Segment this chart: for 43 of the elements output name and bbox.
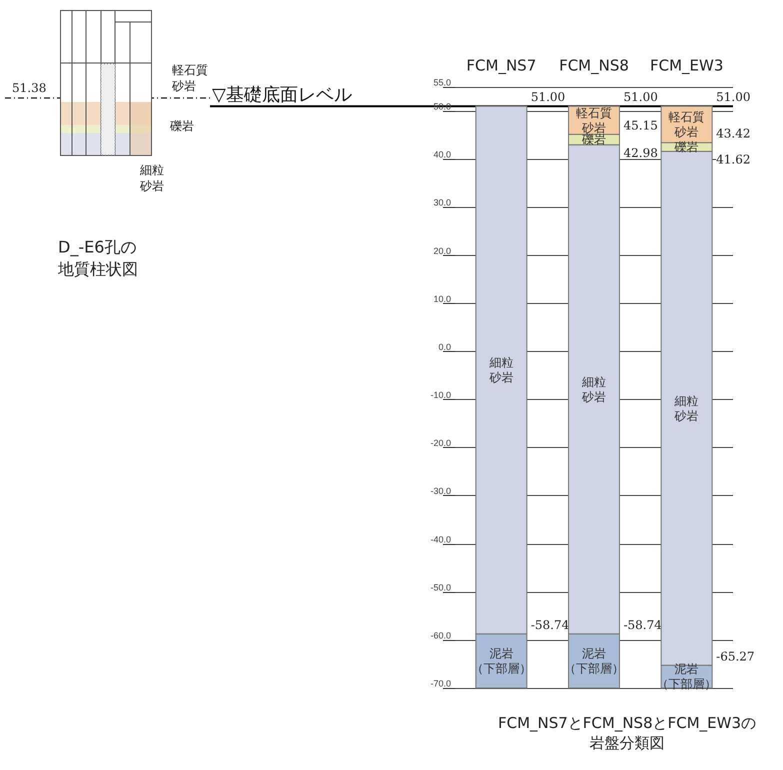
text: 細粒砂岩 (140, 163, 164, 193)
series-label: 泥岩（下部層） (564, 646, 624, 676)
annotation: 細粒砂岩 (581, 374, 606, 404)
text: FCM_NS7とFCM_NS8とFCM_EW3の岩盤分類図 (498, 714, 756, 752)
annotation: 礫岩 (674, 140, 699, 154)
series-label: 礫岩 (581, 132, 606, 147)
text: 軽石質砂岩 (172, 63, 208, 93)
series-label: 細粒砂岩 (488, 356, 514, 385)
text: 礫岩 (170, 119, 194, 133)
annotation: 43.42 (716, 126, 751, 141)
annotation: 45.15 (623, 118, 658, 132)
text: D_-E6孔の地質柱状図 (57, 238, 138, 278)
y-tick-label: -40.0 (430, 534, 451, 544)
series-label: 軽石質砂岩 (576, 106, 612, 135)
annotation: -58.74 (623, 618, 662, 632)
annotation: 51.00 (530, 90, 566, 104)
y-tick-label: -50.0 (430, 582, 451, 592)
annotation: 軽石質砂岩 (668, 110, 705, 139)
x-tick-label: FCM_EW3 (650, 56, 724, 74)
annotation: 42.98 (623, 146, 658, 160)
y-tick-label: -20.0 (430, 438, 451, 448)
y-tick-label: 10.0 (433, 294, 451, 304)
y-tick-label: 50.0 (433, 102, 451, 112)
y-tick-label: -60.0 (430, 630, 451, 640)
y-tick-label: 40.0 (433, 150, 451, 160)
y-tick-label: 30.0 (433, 198, 451, 208)
y-tick-label: 20.0 (433, 246, 451, 256)
ref-line-label: ▽基礎底面レベル (212, 84, 352, 106)
text: 細粒砂岩 (674, 394, 699, 423)
text: 泥岩（下部層） (471, 646, 532, 676)
annotation: 51.00 (623, 90, 658, 104)
annotation: 51.00 (716, 90, 751, 104)
y-tick-label: 55.0 (433, 78, 451, 88)
y-tick-label: -10.0 (430, 390, 451, 400)
text: 泥岩（下部層） (656, 662, 717, 692)
x-tick-label: FCM_NS8 (559, 56, 629, 74)
text: 51.38 (12, 81, 46, 95)
y-tick-label: -70.0 (430, 678, 451, 688)
y-tick-label: -30.0 (430, 486, 451, 496)
y-tick-label: 0.0 (438, 342, 451, 352)
x-tick-label: FCM_NS7 (466, 56, 536, 74)
annotation: 41.62 (716, 152, 751, 166)
annotation: -65.27 (716, 649, 755, 664)
